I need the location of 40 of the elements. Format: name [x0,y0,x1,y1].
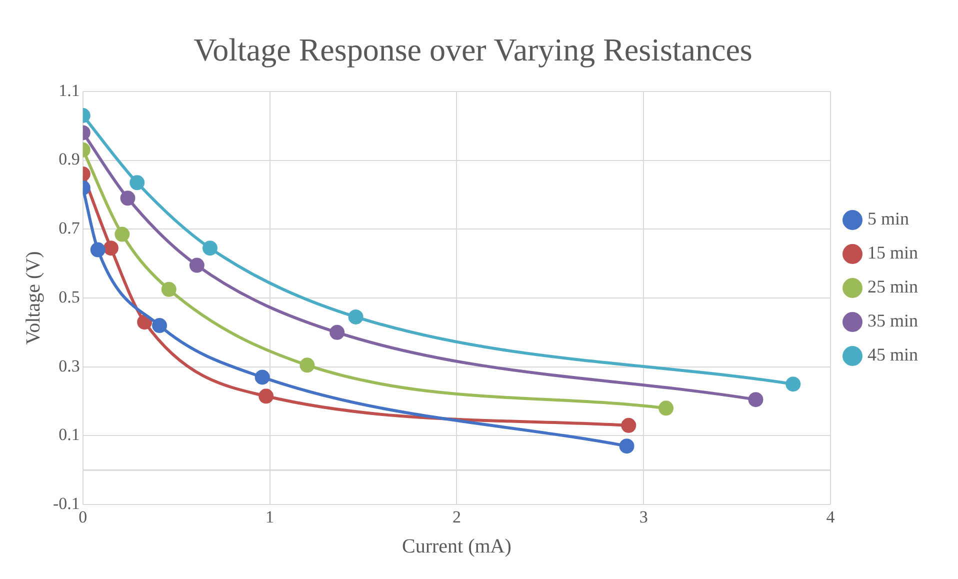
y-tick-label: -0.1 [52,494,80,514]
point [114,226,130,242]
x-axis-title: Current (mA) [402,535,512,558]
point [130,175,145,190]
y-axis-title: Voltage (V) [22,251,44,345]
point [258,388,274,404]
point [103,240,118,256]
x-tick-label: 3 [639,507,648,526]
y-tick-label: 0.3 [58,356,80,376]
point [348,309,364,324]
point [137,314,152,330]
x-tick-label: 1 [266,507,274,526]
point [90,242,106,258]
legend-label: 5 min [868,208,910,229]
y-tick-label: 1.1 [58,80,80,100]
point [330,324,345,340]
point [786,376,801,392]
point [619,438,634,454]
legend-label: 15 min [868,242,918,263]
x-tick-label: 4 [826,507,836,526]
point [300,358,315,373]
point [254,370,270,385]
legend-label: 25 min [868,276,918,297]
point [658,400,674,416]
point [621,418,636,433]
y-tick-label: 0.7 [58,218,80,238]
point [748,392,764,408]
chart-title: Voltage Response over Varying Resistances [194,32,752,68]
y-tick-label: 0.9 [58,150,80,169]
point [189,258,204,273]
y-tick-label: 0.5 [58,287,80,306]
point [161,282,176,297]
point [152,318,168,334]
legend-label: 45 min [868,344,918,365]
point [120,190,136,206]
x-tick-label: 2 [452,507,461,526]
point [202,240,218,256]
legend-label: 35 min [868,310,918,331]
x-tick-label: 0 [78,507,88,526]
y-tick-label: 0.1 [58,425,80,444]
